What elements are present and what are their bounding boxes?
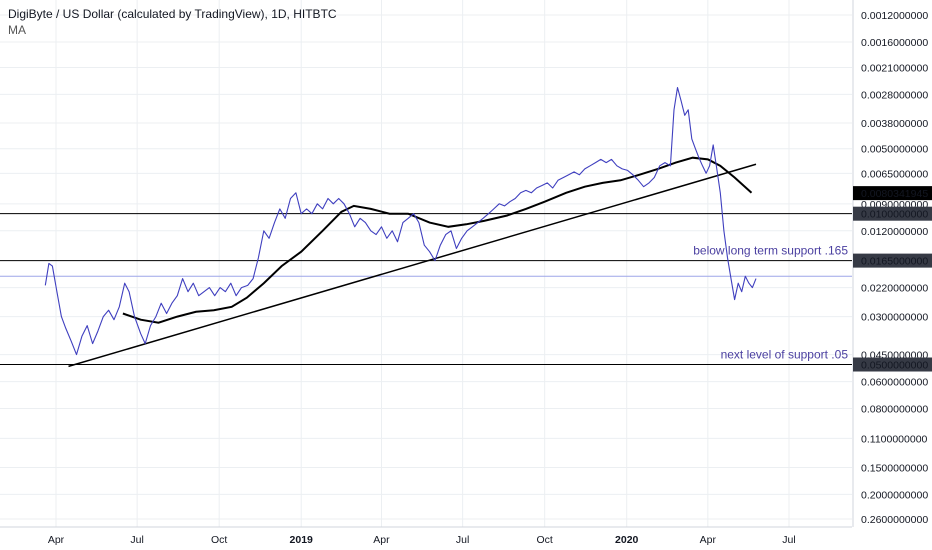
- y-tick-label: 0.0021000000: [861, 62, 928, 74]
- support-price-label: 0.0500000000: [861, 360, 928, 372]
- x-tick-label: 2019: [290, 534, 314, 546]
- price-line: [44, 86, 757, 356]
- x-tick-label: Apr: [48, 534, 65, 546]
- support-price-label-bg: [853, 253, 932, 268]
- y-tick-label: 0.0120000000: [861, 226, 928, 238]
- last-price-label: 0.0080341945: [861, 188, 928, 200]
- y-tick-label: 0.1100000000: [861, 433, 928, 445]
- x-tick-label: Oct: [211, 534, 227, 546]
- y-tick-label: 0.0012000000: [861, 10, 928, 22]
- y-tick-label: 0.2600000000: [861, 514, 928, 526]
- y-tick-label: 0.0050000000: [861, 144, 928, 156]
- x-tick-label: Jul: [130, 534, 143, 546]
- annotations: below long term support .165 next level o…: [693, 244, 848, 362]
- x-tick-label: 2020: [615, 534, 639, 546]
- y-tick-label: 0.2000000000: [861, 489, 928, 501]
- time-axis[interactable]: Apr Jul Oct 2019 Apr Jul Oct 2020 Apr Jul: [0, 526, 852, 546]
- y-tick-label: 0.0065000000: [861, 168, 928, 180]
- y-tick-label: 0.0800000000: [861, 404, 928, 416]
- y-tick-label: 0.0038000000: [861, 118, 928, 130]
- support-note: below long term support .165: [693, 244, 848, 258]
- x-tick-label: Oct: [536, 534, 552, 546]
- support-note: next level of support .05: [721, 348, 849, 362]
- y-tick-label: 0.0300000000: [861, 312, 928, 324]
- y-tick-label: 0.0028000000: [861, 89, 928, 101]
- y-tick-label: 0.1500000000: [861, 462, 928, 474]
- chart-title: DigiByte / US Dollar (calculated by Trad…: [8, 7, 337, 21]
- support-price-label: 0.0165000000: [861, 256, 928, 268]
- last-price-label-bg: [853, 186, 932, 201]
- series-layer: [44, 86, 757, 368]
- x-tick-label: Apr: [373, 534, 390, 546]
- grid: [0, 0, 852, 527]
- support-price-label-bg: [853, 206, 932, 221]
- y-tick-label: 0.0016000000: [861, 37, 928, 49]
- ma-line: [122, 156, 753, 324]
- chart-legend: DigiByte / US Dollar (calculated by Trad…: [8, 6, 337, 38]
- y-tick-label: 0.0600000000: [861, 377, 928, 389]
- x-tick-label: Jul: [456, 534, 469, 546]
- price-axis[interactable]: 0.0012000000 0.0016000000 0.0021000000 0.00…: [852, 0, 932, 527]
- x-tick-label: Apr: [700, 534, 717, 546]
- indicator-label[interactable]: MA: [8, 23, 26, 37]
- y-tick-label: 0.0220000000: [861, 283, 928, 295]
- support-price-label-bg: [853, 357, 932, 372]
- trendline: [68, 163, 757, 368]
- x-tick-label: Jul: [782, 534, 795, 546]
- support-price-label: 0.0100000000: [861, 209, 928, 221]
